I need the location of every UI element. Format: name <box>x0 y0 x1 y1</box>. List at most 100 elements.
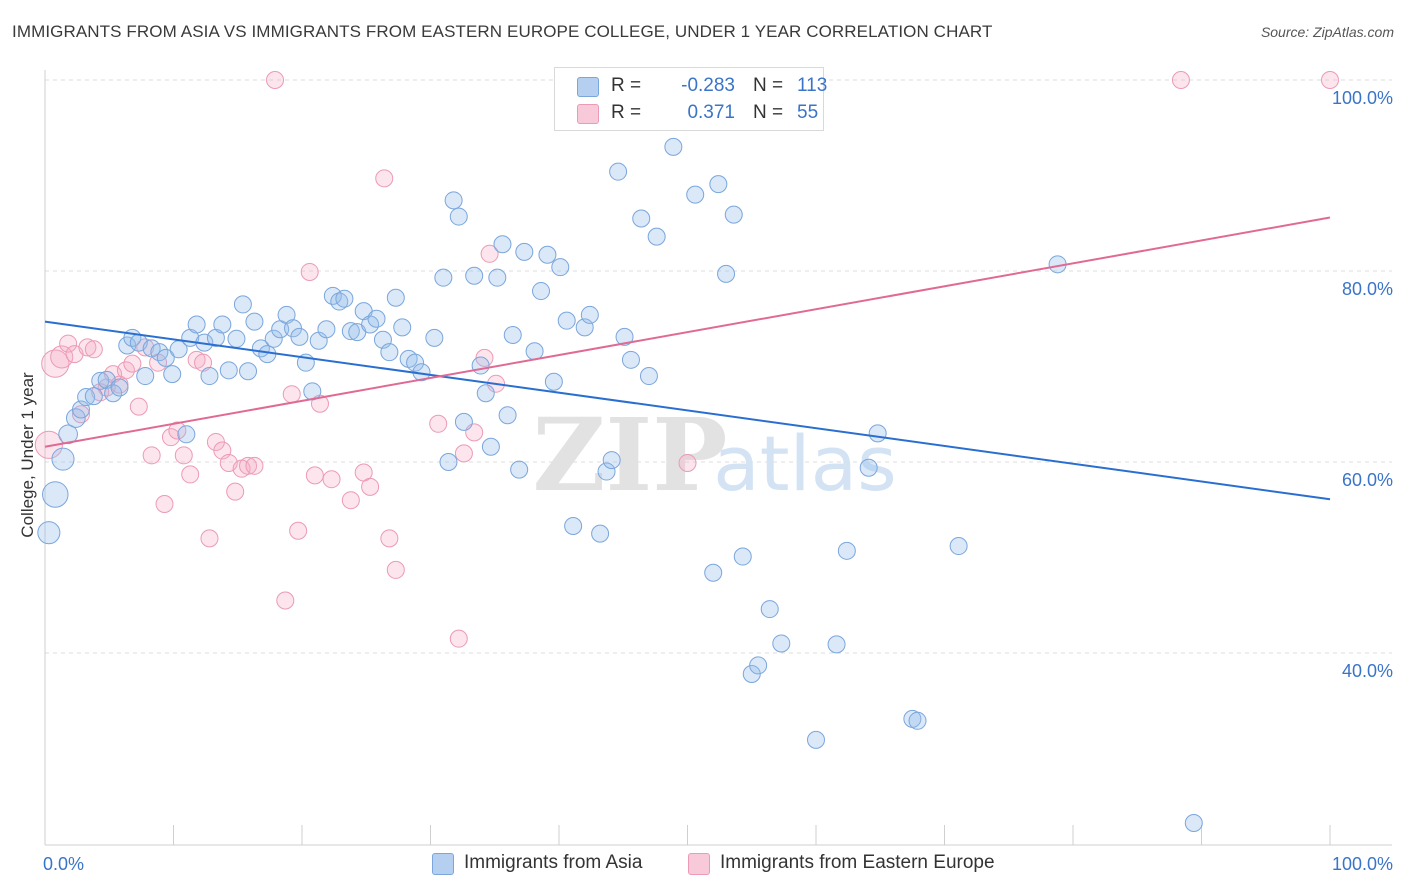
data-point-asia <box>580 305 599 324</box>
data-point-asia <box>551 258 570 277</box>
data-point-asia <box>908 711 927 730</box>
legend-swatch-europe <box>577 104 599 124</box>
data-point-eastern-europe <box>429 414 448 433</box>
data-point-eastern-europe <box>289 521 308 540</box>
data-point-asia <box>239 362 258 381</box>
data-point-asia <box>868 424 887 443</box>
data-point-asia <box>515 242 534 261</box>
legend-n-label: N = <box>753 75 784 96</box>
data-point-asia <box>227 329 246 348</box>
data-point-eastern-europe <box>142 446 161 465</box>
data-point-asia <box>615 327 634 346</box>
data-point-asia <box>449 207 468 226</box>
trend-line-asia <box>44 320 1331 501</box>
data-point-asia <box>532 282 551 301</box>
data-point-asia <box>859 458 878 477</box>
data-point-asia <box>213 315 232 334</box>
data-point-eastern-europe <box>276 591 295 610</box>
data-point-eastern-europe <box>375 169 394 188</box>
data-point-eastern-europe <box>266 71 285 89</box>
data-point-eastern-europe <box>161 428 180 447</box>
data-point-eastern-europe <box>1171 71 1190 89</box>
data-point-eastern-europe <box>123 354 142 373</box>
data-point-asia <box>425 328 444 347</box>
data-point-asia <box>200 367 219 386</box>
data-point-asia <box>335 289 354 308</box>
data-point-asia <box>760 600 779 619</box>
data-point-asia <box>91 371 110 390</box>
source-credit: Source: ZipAtlas.com <box>1260 24 1394 40</box>
data-point-asia <box>621 350 640 369</box>
data-point-eastern-europe <box>59 334 78 353</box>
data-point-asia <box>219 361 238 380</box>
data-point-asia <box>639 367 658 386</box>
data-point-asia <box>367 309 386 328</box>
data-point-eastern-europe <box>226 482 245 501</box>
data-point-eastern-europe <box>380 529 399 548</box>
data-point-eastern-europe <box>200 529 219 548</box>
data-point-asia <box>724 205 743 224</box>
data-point-eastern-europe <box>322 470 341 489</box>
watermark-atlas: atlas <box>713 419 897 508</box>
y-tick-label: 40.0% <box>1342 661 1393 681</box>
legend-r-label: R = <box>611 102 642 123</box>
legend-label-europe: Immigrants from Eastern Europe <box>720 852 995 873</box>
data-point-asia <box>51 447 75 471</box>
data-point-asia <box>110 378 129 397</box>
data-point-asia <box>525 342 544 361</box>
data-point-asia <box>37 521 61 545</box>
data-point-asia <box>827 635 846 654</box>
legend-r-value-europe: 0.371 <box>687 102 735 123</box>
data-point-asia <box>42 481 69 508</box>
data-point-asia <box>471 356 490 375</box>
data-point-asia <box>317 320 336 339</box>
legend-label-asia: Immigrants from Asia <box>464 852 643 873</box>
data-point-asia <box>77 388 96 407</box>
data-point-eastern-europe <box>341 491 360 510</box>
data-point-asia <box>163 365 182 384</box>
data-point-asia <box>58 424 78 445</box>
y-axis-label: College, Under 1 year <box>18 372 37 538</box>
data-point-asia <box>488 268 507 287</box>
series-asia-points <box>37 137 1203 832</box>
x-tick-label: 100.0% <box>1332 854 1393 874</box>
data-point-asia <box>434 268 453 287</box>
data-point-asia <box>156 348 175 367</box>
data-point-asia <box>686 185 705 204</box>
y-tick-label: 80.0% <box>1342 279 1393 299</box>
data-point-asia <box>733 547 752 566</box>
data-point-asia <box>136 367 155 386</box>
data-point-asia <box>564 516 583 535</box>
data-point-asia <box>187 315 206 334</box>
data-point-asia <box>465 266 484 285</box>
data-point-eastern-europe <box>449 629 468 648</box>
data-point-asia <box>233 295 252 314</box>
data-point-asia <box>772 634 791 653</box>
data-point-asia <box>481 437 500 456</box>
data-point-asia <box>84 387 103 406</box>
data-point-eastern-europe <box>300 262 319 281</box>
data-point-eastern-europe <box>116 361 135 380</box>
data-point-asia <box>444 191 463 210</box>
data-point-asia <box>245 312 264 331</box>
data-point-eastern-europe <box>480 244 499 263</box>
data-point-eastern-europe <box>50 345 74 369</box>
data-point-asia <box>341 322 360 341</box>
data-point-asia <box>538 245 557 264</box>
data-point-eastern-europe <box>129 397 148 416</box>
legend-n-value-europe: 55 <box>797 102 819 123</box>
data-point-asia <box>597 462 616 481</box>
legend-n-value-asia: 113 <box>797 75 828 96</box>
legend-swatch-asia <box>432 853 454 875</box>
x-tick-label: 0.0% <box>43 854 84 874</box>
data-point-eastern-europe <box>168 421 187 440</box>
data-point-asia <box>807 730 825 749</box>
series-eastern-europe-points <box>34 71 1339 648</box>
data-point-eastern-europe <box>174 446 193 465</box>
data-point-eastern-europe <box>34 430 63 459</box>
data-point-asia <box>544 372 563 391</box>
data-point-eastern-europe <box>361 477 380 496</box>
legend-r-value-asia: -0.283 <box>681 75 735 96</box>
data-point-asia <box>380 343 399 362</box>
data-point-asia <box>65 408 86 428</box>
